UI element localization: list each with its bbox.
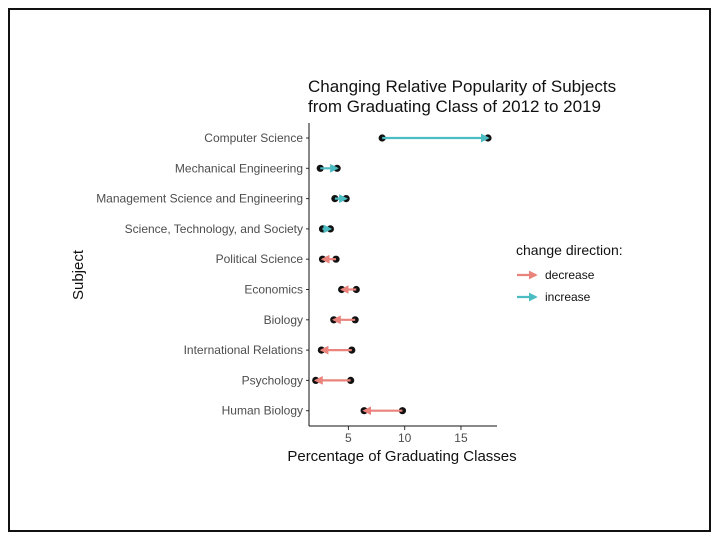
x-tick-label: 15 <box>454 431 468 445</box>
y-tick-label: Science, Technology, and Society <box>125 222 303 236</box>
x-tick-label: 5 <box>345 431 352 445</box>
plot-area: Computer Science Mechanical Engineering Ma… <box>96 131 492 445</box>
chart-title-line-2: from Graduating Class of 2012 to 2019 <box>308 97 601 116</box>
legend-title: change direction: <box>516 242 623 258</box>
chart-frame <box>8 8 711 532</box>
y-tick-label: Mechanical Engineering <box>175 161 303 175</box>
legend: change direction: decrease increase <box>516 242 623 304</box>
y-tick-label: Biology <box>264 313 303 327</box>
legend-label-decrease: decrease <box>545 268 595 282</box>
y-tick-label: Human Biology <box>222 404 303 418</box>
legend-label-increase: increase <box>545 290 591 304</box>
y-tick-label: Psychology <box>242 373 303 387</box>
y-tick-label: Economics <box>244 283 303 297</box>
chart-title-line-1: Changing Relative Popularity of Subjects <box>308 77 616 96</box>
y-tick-label: International Relations <box>184 343 303 357</box>
x-tick-label: 10 <box>398 431 412 445</box>
y-tick-label: Computer Science <box>204 131 303 145</box>
y-axis-label: Subject <box>70 249 87 300</box>
x-axis-label: Percentage of Graduating Classes <box>287 448 516 465</box>
y-tick-label: Political Science <box>216 252 304 266</box>
y-tick-label: Management Science and Engineering <box>96 192 303 206</box>
